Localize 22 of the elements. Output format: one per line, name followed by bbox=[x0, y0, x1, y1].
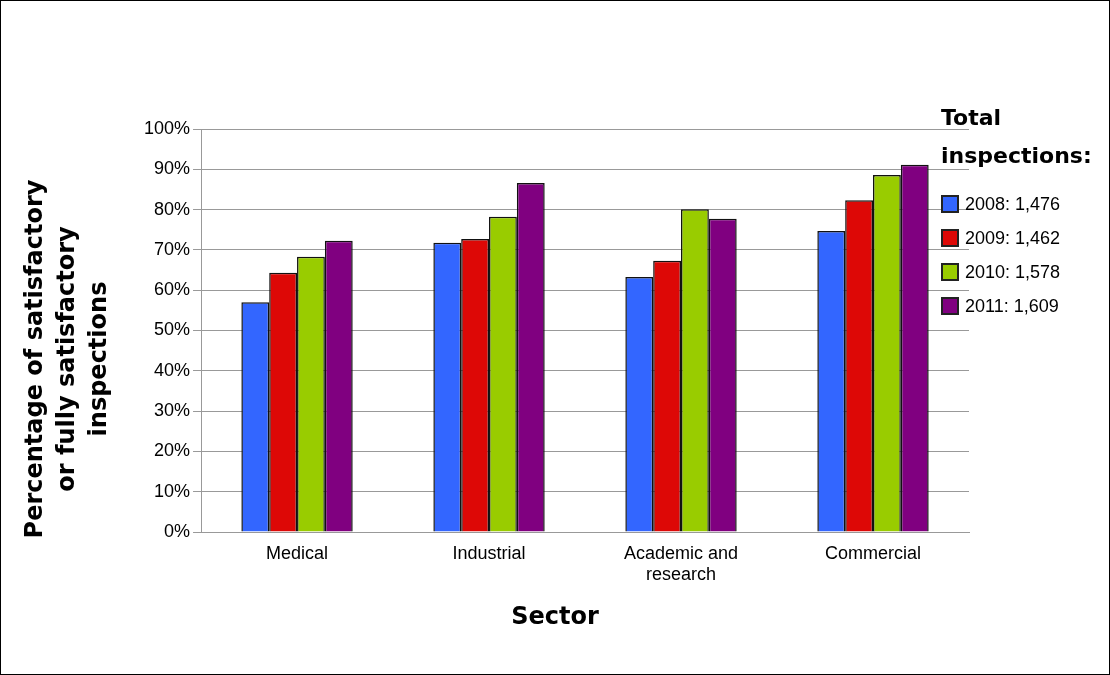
legend-label: 2011: 1,609 bbox=[965, 295, 1059, 317]
y-tick-label: 80% bbox=[154, 198, 191, 219]
x-tick-label: Academic and research bbox=[623, 542, 739, 585]
y-axis-title: Percentage of satisfactory or fully satisfactory inspections bbox=[19, 179, 113, 539]
x-axis-title: Sector bbox=[511, 601, 599, 630]
legend-label: 2008: 1,476 bbox=[965, 193, 1061, 215]
y-tick-label: 0% bbox=[164, 520, 191, 541]
x-tick-label: Medical bbox=[266, 542, 329, 563]
legend-label: 2009: 1,462 bbox=[965, 227, 1061, 249]
y-tick-label: 60% bbox=[154, 279, 191, 300]
y-tick-label: 40% bbox=[154, 359, 191, 380]
y-tick-label: 90% bbox=[154, 158, 191, 179]
y-tick-label: 70% bbox=[154, 238, 191, 259]
y-tick-label: 30% bbox=[154, 400, 191, 421]
y-tick-label: 20% bbox=[154, 440, 191, 461]
legend-label: 2010: 1,578 bbox=[965, 261, 1061, 283]
legend-title: Total inspections: bbox=[941, 104, 1093, 170]
x-tick-label: Commercial bbox=[825, 542, 922, 563]
y-tick-label: 100% bbox=[143, 117, 191, 138]
x-tick-label: Industrial bbox=[452, 542, 526, 563]
y-tick-label: 10% bbox=[154, 480, 191, 501]
y-tick-label: 50% bbox=[154, 319, 191, 340]
